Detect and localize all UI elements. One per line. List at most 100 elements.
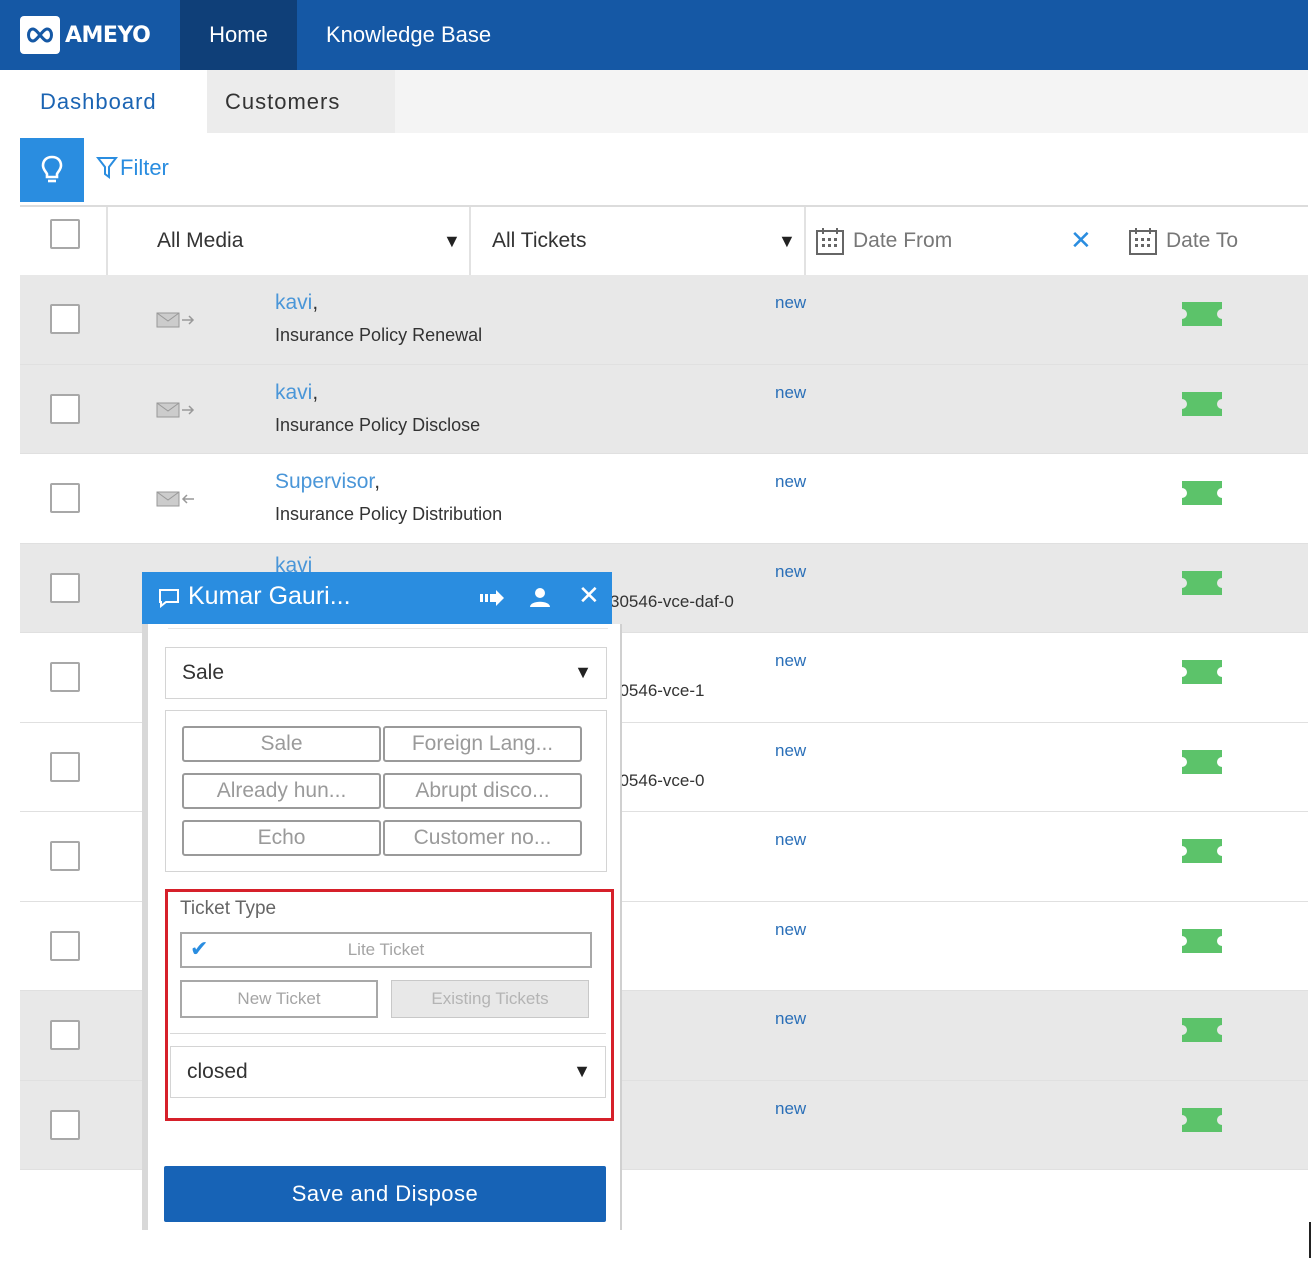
row-checkbox[interactable] (50, 841, 80, 871)
disposition-foreign-language-button[interactable]: Foreign Lang... (383, 726, 582, 762)
close-icon[interactable]: ✕ (578, 580, 600, 610)
filter-button[interactable]: Filter (96, 155, 169, 181)
table-row[interactable]: new (20, 902, 1308, 991)
row-name[interactable]: kavi, (275, 380, 319, 404)
table-row[interactable]: 30546-vce-1 new (20, 633, 1308, 723)
ticket-icon[interactable] (1182, 749, 1222, 774)
checkmark-icon: ✔ (190, 936, 209, 961)
table-row[interactable]: new (20, 812, 1308, 902)
tab-customers[interactable]: Customers (207, 70, 395, 133)
row-checkbox[interactable] (50, 483, 80, 513)
ticket-status-value: closed (187, 1060, 248, 1083)
table-row[interactable]: kavi, Insurance Policy Disclose new (20, 364, 1308, 454)
new-ticket-button[interactable]: New Ticket (180, 980, 378, 1018)
disposition-customer-not-button[interactable]: Customer no... (383, 820, 582, 856)
row-checkbox[interactable] (50, 393, 80, 424)
disposition-select-value: Sale (182, 661, 225, 684)
row-ticket-id: 30546-vce-daf-0 (610, 591, 734, 611)
row-name[interactable]: Supervisor, (275, 470, 381, 493)
funnel-icon (96, 157, 118, 179)
date-to-placeholder: Date To (1166, 229, 1238, 252)
row-checkbox[interactable] (50, 930, 80, 961)
transfer-icon[interactable] (480, 589, 504, 607)
row-checkbox[interactable] (50, 751, 80, 782)
app-logo[interactable]: AMEYO (0, 0, 180, 70)
lightbulb-icon (41, 155, 63, 183)
ticket-icon[interactable] (1182, 660, 1222, 684)
calendar-icon (1129, 228, 1157, 255)
date-from-placeholder: Date From (853, 229, 953, 252)
divider (170, 1033, 606, 1034)
disposition-abrupt-disconnect-button[interactable]: Abrupt disco... (383, 773, 582, 809)
date-to-field[interactable]: Date To (1128, 207, 1238, 275)
row-ticket-id: 30546-vce-0 (610, 770, 705, 790)
calendar-icon (816, 228, 844, 255)
popup-title: Kumar Gauri... (188, 582, 351, 610)
disposition-sale-button[interactable]: Sale (182, 726, 381, 762)
lite-ticket-option[interactable]: ✔ Lite Ticket (180, 932, 592, 968)
row-name[interactable]: kavi (275, 553, 313, 577)
save-and-dispose-button[interactable]: Save and Dispose (164, 1166, 606, 1222)
date-from-field[interactable]: Date From (815, 207, 952, 275)
tickets-filter-select[interactable]: All Tickets ▼ (492, 207, 802, 275)
row-checkbox[interactable] (50, 572, 80, 603)
media-filter-value: All Media (157, 229, 244, 252)
infinity-logo-icon (20, 16, 60, 54)
user-icon[interactable] (529, 586, 551, 608)
status-label: new (775, 472, 807, 491)
status-label: new (775, 561, 807, 581)
status-label: new (775, 740, 807, 760)
filter-row: All Media ▼ All Tickets ▼ Date From ✕ Da… (20, 205, 1308, 275)
divider (469, 207, 471, 275)
disposition-already-hung-button[interactable]: Already hun... (182, 773, 381, 809)
status-label: new (775, 919, 807, 939)
status-label: new (775, 1009, 807, 1028)
row-subject: Insurance Policy Disclose (275, 414, 481, 435)
row-checkbox[interactable] (50, 1109, 80, 1140)
row-ticket-id: 30546-vce-1 (610, 681, 705, 700)
ticket-status-select[interactable]: closed ▼ (170, 1046, 606, 1098)
caret-down-icon: ▼ (778, 231, 796, 251)
caret-down-icon: ▼ (574, 662, 592, 682)
status-label: new (775, 382, 807, 402)
ticket-icon[interactable] (1182, 481, 1222, 505)
logo-text: AMEYO (65, 22, 151, 48)
ticket-icon[interactable] (1182, 928, 1222, 953)
row-checkbox[interactable] (50, 304, 80, 334)
existing-tickets-button[interactable]: Existing Tickets (391, 980, 589, 1018)
row-checkbox[interactable] (50, 1020, 80, 1050)
clear-date-icon[interactable]: ✕ (1070, 225, 1092, 255)
ticket-icon[interactable] (1182, 391, 1222, 416)
suggestions-button[interactable] (20, 138, 84, 202)
nav-home[interactable]: Home (180, 0, 297, 70)
disposition-echo-button[interactable]: Echo (182, 820, 381, 856)
tab-dashboard[interactable]: Dashboard (40, 88, 157, 114)
outgoing-email-icon (156, 402, 195, 417)
ticket-type-label: Ticket Type (180, 898, 277, 919)
lite-ticket-label: Lite Ticket (347, 940, 425, 959)
row-name[interactable]: kavi, (275, 291, 319, 314)
divider (804, 207, 806, 275)
row-subject: Insurance Policy Renewal (275, 325, 483, 345)
status-label: new (775, 1098, 807, 1118)
ticket-icon[interactable] (1182, 839, 1222, 863)
table-row[interactable]: 30546-vce-0 new (20, 723, 1308, 812)
disposition-select[interactable]: Sale ▼ (165, 647, 607, 699)
tickets-filter-value: All Tickets (492, 229, 587, 252)
ticket-icon[interactable] (1182, 1018, 1222, 1042)
ticket-icon[interactable] (1182, 570, 1222, 595)
select-all-checkbox[interactable] (50, 219, 80, 249)
table-row[interactable]: kavi, Insurance Policy Renewal new (20, 275, 1308, 365)
incoming-email-icon (156, 491, 194, 507)
ticket-icon[interactable] (1182, 302, 1222, 326)
media-filter-select[interactable]: All Media ▼ (157, 207, 467, 275)
ticket-icon[interactable] (1182, 1107, 1222, 1132)
caret-down-icon: ▼ (443, 231, 461, 251)
divider (106, 207, 108, 275)
chat-icon (159, 589, 179, 608)
table-row[interactable]: Supervisor, Insurance Policy Distributio… (20, 454, 1308, 544)
row-checkbox[interactable] (50, 662, 80, 692)
popup-header[interactable]: Kumar Gauri... ✕ (142, 572, 612, 624)
nav-knowledge-base[interactable]: Knowledge Base (326, 22, 492, 47)
top-navbar: AMEYO Home Knowledge Base (0, 0, 1308, 70)
